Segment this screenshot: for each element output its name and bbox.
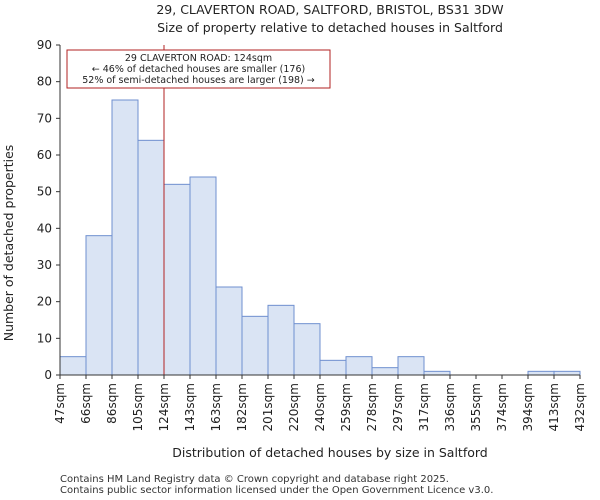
bar-240sqm (319, 359, 347, 376)
x-tick-label: 394sqm (521, 383, 535, 431)
bar-86sqm (111, 99, 139, 376)
y-tick-label: 70 (37, 111, 52, 125)
bar-394sqm (527, 370, 555, 376)
bar-124sqm (163, 183, 191, 376)
x-tick-label: 413sqm (547, 383, 561, 431)
x-tick-label: 259sqm (339, 383, 353, 431)
x-tick-label: 163sqm (209, 383, 223, 431)
y-tick-label: 30 (37, 258, 52, 272)
y-tick-label: 50 (37, 185, 52, 199)
chart-title: 29, CLAVERTON ROAD, SALTFORD, BRISTOL, B… (156, 2, 503, 17)
chart-subtitle: Size of property relative to detached ho… (157, 20, 503, 35)
histogram-chart: 29, CLAVERTON ROAD, SALTFORD, BRISTOL, B… (1, 2, 587, 460)
y-tick-label: 0 (44, 368, 52, 382)
x-tick-label: 47sqm (53, 383, 67, 424)
annotation-box (66, 49, 331, 89)
bar-105sqm (137, 139, 165, 376)
bar-66sqm (85, 235, 113, 376)
x-tick-label: 105sqm (131, 383, 145, 431)
bars-group (59, 99, 581, 376)
y-tick-label: 80 (37, 75, 52, 89)
x-tick-label: 317sqm (417, 383, 431, 431)
y-tick-label: 60 (37, 148, 52, 162)
y-ticks: 0 10 20 30 40 50 60 70 80 90 (37, 38, 60, 382)
bar-182sqm (241, 315, 269, 376)
y-tick-label: 10 (37, 331, 52, 345)
x-tick-label: 355sqm (469, 383, 483, 431)
x-tick-label: 220sqm (287, 383, 301, 431)
y-tick-label: 90 (37, 38, 52, 52)
y-tick-label: 20 (37, 295, 52, 309)
y-tick-label: 40 (37, 221, 52, 235)
annotation-line-1: 29 CLAVERTON ROAD: 124sqm (125, 53, 272, 64)
x-tick-label: 336sqm (443, 383, 457, 431)
bar-201sqm (267, 304, 295, 376)
x-tick-label: 278sqm (365, 383, 379, 431)
x-tick-label: 201sqm (261, 383, 275, 431)
footer-line-1: Contains HM Land Registry data © Crown c… (60, 474, 449, 485)
y-axis-label: Number of detached properties (1, 145, 16, 342)
x-tick-label: 432sqm (573, 383, 587, 431)
x-tick-label: 240sqm (313, 383, 327, 431)
x-tick-label: 124sqm (157, 383, 171, 431)
bar-278sqm (371, 367, 399, 376)
bar-163sqm (215, 286, 243, 376)
bar-143sqm (189, 176, 217, 376)
bar-220sqm (293, 323, 321, 376)
x-ticks: 47sqm 66sqm 86sqm 105sqm 124sqm 143sqm 163sqm 1… (53, 375, 587, 431)
x-tick-label: 182sqm (235, 383, 249, 431)
footer-line-2: Contains public sector information licen… (60, 485, 494, 496)
x-tick-label: 374sqm (495, 383, 509, 431)
bar-297sqm (397, 356, 425, 376)
bar-259sqm (345, 356, 373, 376)
bar-413sqm (553, 370, 581, 376)
bar-317sqm (423, 370, 451, 376)
x-tick-label: 66sqm (79, 383, 93, 424)
x-tick-label: 297sqm (391, 383, 405, 431)
annotation-line-3: 52% of semi-detached houses are larger (… (82, 75, 315, 86)
x-tick-label: 86sqm (105, 383, 119, 424)
property-marker: 29 CLAVERTON ROAD: 124sqm← 46% of detach… (66, 45, 331, 375)
x-axis-label: Distribution of detached houses by size … (172, 445, 487, 460)
x-tick-label: 143sqm (183, 383, 197, 431)
bar-47sqm (59, 356, 87, 376)
annotation-line-2: ← 46% of detached houses are smaller (17… (92, 64, 305, 75)
